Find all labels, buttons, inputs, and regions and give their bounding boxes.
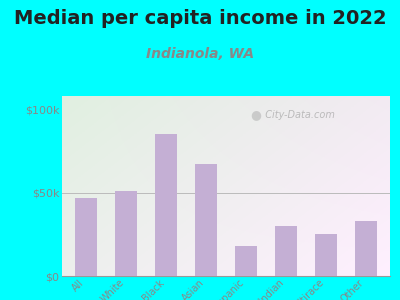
Text: Indianola, WA: Indianola, WA <box>146 46 254 61</box>
Bar <box>75 198 97 276</box>
Bar <box>275 226 297 276</box>
Bar <box>235 246 257 276</box>
Bar <box>315 234 337 276</box>
Bar <box>155 134 177 276</box>
Text: Median per capita income in 2022: Median per capita income in 2022 <box>14 9 386 28</box>
Bar <box>355 221 377 276</box>
Bar <box>115 191 137 276</box>
Text: City-Data.com: City-Data.com <box>259 110 335 120</box>
Bar <box>195 164 217 276</box>
Text: ●: ● <box>250 108 262 121</box>
